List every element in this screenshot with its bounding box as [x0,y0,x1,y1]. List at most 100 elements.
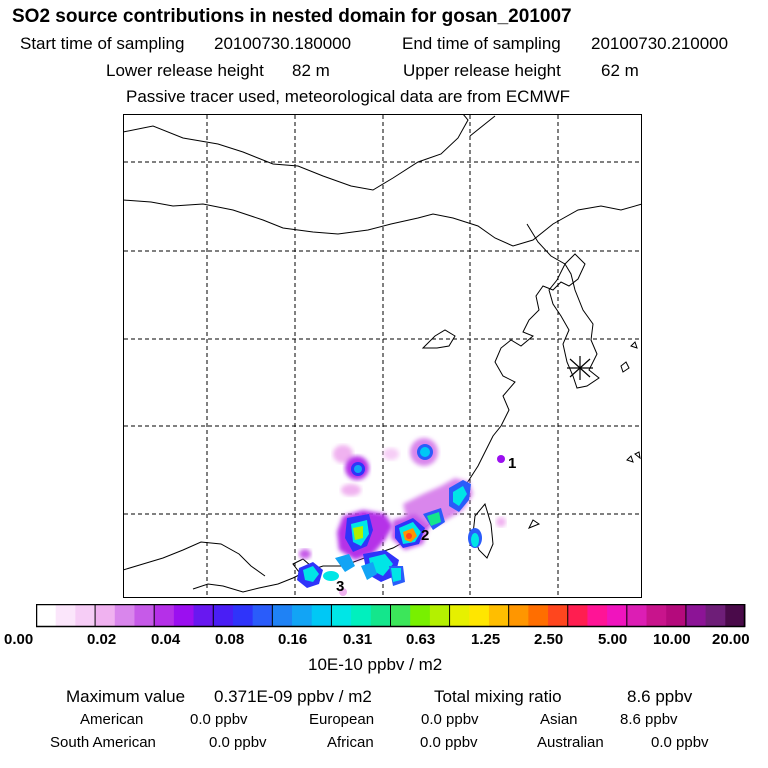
colorbar-cell [685,604,707,627]
colorbar-cell [725,604,746,627]
colorbar-cell [292,604,313,627]
colorbar-cell [567,604,588,627]
colorbar-cell [351,604,372,627]
island [634,451,641,460]
map-panel: 1 2 3 [123,114,643,598]
island [630,341,638,349]
plume-patch [339,588,347,596]
upper-release-value: 62 m [601,61,639,80]
colorbar-cell [508,604,529,627]
plume-patch [335,554,355,572]
southern-border [123,541,266,577]
colorbar-cell [55,604,76,627]
gosan-receptor-star [567,356,593,380]
colorbar-cell [75,604,96,627]
region-name-european: European [309,711,375,728]
colorbar-frame [36,604,746,628]
colorbar-cell [449,604,470,627]
shandong-peninsula [421,329,456,349]
plume-patch [391,568,401,582]
region-name-south-american: South American [50,734,156,751]
colorbar-tick: 0.16 [278,631,308,648]
colorbar-tick: 2.50 [534,631,564,648]
plume-patch [497,455,505,463]
colorbar-cell [429,604,451,627]
end-time-value: 20100730.210000 [591,34,729,53]
colorbar-tick: 20.00 [712,631,750,648]
region-value-african: 0.0 ppbv [420,734,478,751]
colorbar-tick: 1.25 [471,631,501,648]
region-name-american: American [80,711,144,728]
plume-patch [383,448,399,460]
plume-patch [333,445,353,463]
plume-patch [496,517,506,527]
max-value: 0.371E-09 ppbv / m2 [214,687,372,706]
lower-release-label: Lower release height [106,61,264,80]
source-label-3: 3 [336,578,344,595]
colorbar-cell [626,604,648,627]
colorbar-tick: 0.63 [406,631,436,648]
island [620,361,630,373]
colorbar-cell [587,604,608,627]
plume-patch [453,486,467,506]
island [626,455,634,463]
region-value-australian: 0.0 ppbv [651,734,709,751]
colorbar-tick: 0.08 [215,631,245,648]
colorbar-cell [469,604,490,627]
colorbar-cell [488,604,510,627]
colorbar-cell [114,604,135,627]
island [527,519,541,529]
plume-patch [303,566,319,582]
colorbar-cell [193,604,214,627]
colorbar-cell [331,604,352,627]
colorbar-cell [607,604,628,627]
colorbar-cell [548,604,569,627]
total-mixing-value: 8.6 ppbv [627,687,693,706]
colorbar-cell [252,604,273,627]
plume-patch [471,533,479,547]
mongolia-border [123,114,469,191]
northern-border [469,115,496,137]
region-value-south-american: 0.0 ppbv [209,734,267,751]
source-label-1: 1 [508,455,516,472]
colorbar-tick: 0.04 [151,631,181,648]
colorbar-cell [311,604,332,627]
plume-patch [406,533,412,539]
plume-patch [341,484,361,496]
colorbar-tick: 0.00 [4,631,34,648]
lower-release-value: 82 m [292,61,330,80]
colorbar-cell [154,604,175,627]
colorbar-cell [705,604,726,627]
total-mixing-label: Total mixing ratio [434,687,562,706]
start-time-label: Start time of sampling [20,34,185,53]
colorbar-cell [646,604,667,627]
plume-patch [354,465,362,473]
region-name-australian: Australian [537,734,604,751]
region-value-asian: 8.6 ppbv [620,711,678,728]
start-time-value: 20100730.180000 [214,34,352,53]
colorbar-cell [666,604,687,627]
colorbar-cell [213,604,234,627]
plume-patch [427,512,441,526]
plume-patch [323,571,339,581]
colorbar-tick: 10.00 [653,631,691,648]
colorbar-cell [36,604,57,627]
korean-peninsula [548,262,600,389]
upper-release-label: Upper release height [403,61,561,80]
colorbar-cell [390,604,411,627]
region-value-american: 0.0 ppbv [190,711,248,728]
colorbar-tick: 0.02 [87,631,117,648]
colorbar-cell [173,604,195,627]
colorbar-cell [134,604,155,627]
plume-patch [299,549,311,559]
region-name-african: African [327,734,374,751]
colorbar-units: 10E-10 ppbv / m2 [308,655,443,674]
region-name-asian: Asian [540,711,578,728]
colorbar-cell [272,604,293,627]
colorbar-cell [232,604,254,627]
colorbar-cell [95,604,116,627]
plume-patch [353,526,363,540]
colorbar [36,604,746,628]
max-value-label: Maximum value [66,687,186,706]
colorbar-tick: 5.00 [598,631,628,648]
